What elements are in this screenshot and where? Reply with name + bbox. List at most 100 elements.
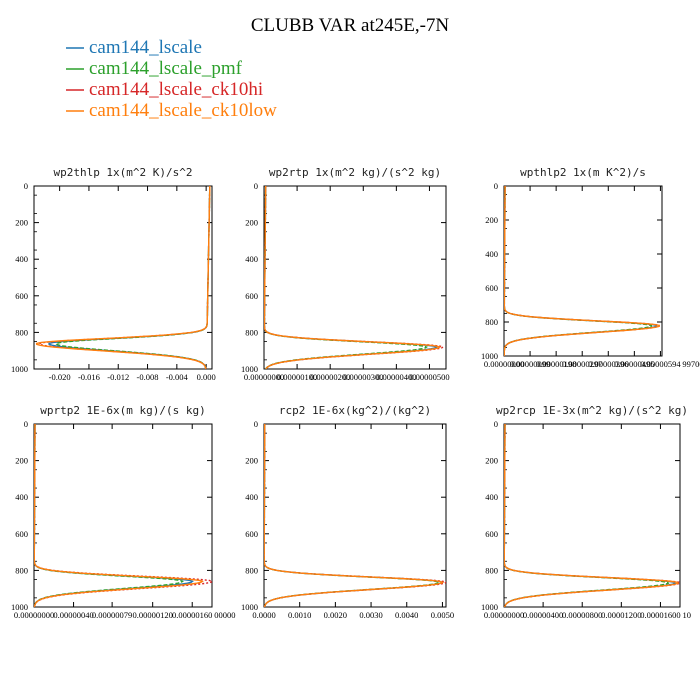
y-tick-label: 200 xyxy=(485,456,498,466)
y-tick-label: 400 xyxy=(485,249,498,259)
panel-title: wpthlp2 1x(m K^2)/s xyxy=(520,166,646,179)
series-line-4 xyxy=(504,424,680,607)
series-line-4 xyxy=(264,424,445,607)
x-tick-label: 0.00000000 xyxy=(484,610,524,620)
x-tick-label-suffix: 00000 xyxy=(214,610,235,620)
y-tick-label: 600 xyxy=(245,529,258,539)
y-tick-label: 400 xyxy=(15,254,28,264)
x-tick-label: -0.004 xyxy=(166,372,189,382)
panel-5: rcp2 1E-6x(kg^2)/(kg^2) 0 200 400 600 800 1000… xyxy=(241,404,454,620)
y-tick-label: 1000 xyxy=(11,602,28,612)
x-tick-label: 0.00000800 xyxy=(562,610,602,620)
legend-label: cam144_lscale_ck10low xyxy=(89,100,277,121)
y-tick-label: 400 xyxy=(245,254,258,264)
plot-frame xyxy=(263,185,447,370)
x-tick-label: 0.00000120 xyxy=(132,610,172,620)
panel-3: wpthlp2 1x(m K^2)/s020040060080010000.00… xyxy=(481,166,700,369)
y-tick-label: 0 xyxy=(494,181,498,191)
series-line-2 xyxy=(264,186,429,369)
y-tick-label: 200 xyxy=(15,218,28,228)
x-tick-label: -0.012 xyxy=(107,372,129,382)
x-tick-label: 0.00000100 xyxy=(277,372,317,382)
y-tick-label: 1000 xyxy=(481,351,498,361)
x-tick-label: 0.00000079 xyxy=(92,610,132,620)
y-tick-label: 1000 xyxy=(11,364,28,374)
panels: wp2thlp 1x(m^2 K)/s^202004006008001000-0… xyxy=(11,166,700,620)
y-tick-label: 600 xyxy=(15,529,28,539)
legend-label: cam144_lscale xyxy=(89,37,202,58)
plot-frame xyxy=(503,185,663,357)
x-tick-label: 0.00000200 xyxy=(310,372,350,382)
x-tick-label: 0.0030 xyxy=(359,610,382,620)
x-tick-label: 0.00000000 xyxy=(484,359,524,369)
series-line-2 xyxy=(34,424,184,607)
figure-title: CLUBB VAR at245E,-7N xyxy=(251,15,450,36)
y-tick-label: 200 xyxy=(485,215,498,225)
y-tick-label: 1000 xyxy=(241,602,258,612)
y-tick-label: 0 xyxy=(254,419,258,429)
x-tick-label: 0.00000400 xyxy=(523,610,563,620)
x-tick-label: 0.00000300 xyxy=(343,372,383,382)
y-tick-label: 1000 xyxy=(241,364,258,374)
x-tick-label: 0.0040 xyxy=(395,610,418,620)
x-tick-label: -0.016 xyxy=(78,372,100,382)
y-tick-label: 1000 xyxy=(481,602,498,612)
y-tick-label: 0 xyxy=(254,181,258,191)
x-tick-label: 0.00000040 xyxy=(53,610,93,620)
x-tick-label: 0.00000297 xyxy=(562,359,602,369)
series-line-3 xyxy=(504,186,660,356)
plot-frame xyxy=(33,185,213,370)
panel-title: wprtp2 1E-6x(m kg)/(s kg) xyxy=(40,404,206,417)
series-line-4 xyxy=(504,186,660,356)
y-tick-label: 0 xyxy=(24,419,28,429)
x-tick-label: 0.00000099 xyxy=(510,359,550,369)
y-tick-label: 400 xyxy=(485,492,498,502)
x-tick-label-suffix: 10 xyxy=(682,610,691,620)
x-tick-label: 0.0050 xyxy=(431,610,454,620)
y-tick-label: 0 xyxy=(494,419,498,429)
y-tick-label: 800 xyxy=(485,317,498,327)
series-line-1 xyxy=(504,186,658,356)
series-line-4 xyxy=(264,186,442,369)
x-tick-label: 0.00000000 xyxy=(14,610,54,620)
series-line-2 xyxy=(55,186,211,369)
panel-6: wp2rcp 1E-3x(m^2 kg)/(s^2 kg) 0 200 400 600 8… xyxy=(481,404,691,620)
y-tick-label: 800 xyxy=(15,565,28,575)
y-tick-label: 600 xyxy=(15,291,28,301)
y-tick-label: 200 xyxy=(245,218,258,228)
series-line-4 xyxy=(34,424,204,607)
y-tick-label: 200 xyxy=(15,456,28,466)
x-tick-label: 0.000 xyxy=(197,372,216,382)
panel-4: wprtp2 1E-6x(m kg)/(s kg) 0 200 400 600 800 10… xyxy=(11,404,235,620)
y-tick-label: 600 xyxy=(245,291,258,301)
x-tick-label: 0.00000000 xyxy=(244,372,284,382)
panel-2: wp2rtp 1x(m^2 kg)/(s^2 kg) 0 200 400 600 800 1… xyxy=(241,166,450,382)
y-tick-label: 200 xyxy=(245,456,258,466)
y-tick-label: 600 xyxy=(485,529,498,539)
x-tick-label: 0.0020 xyxy=(324,610,347,620)
x-tick-label: 0.00000500 xyxy=(409,372,449,382)
y-tick-label: 600 xyxy=(485,283,498,293)
x-tick-label: 0.00000396 xyxy=(588,359,628,369)
x-tick-label: 0.00000198 xyxy=(536,359,576,369)
legend-label: cam144_lscale_pmf xyxy=(89,58,243,79)
x-tick-label-suffix: 997000 xyxy=(682,359,700,369)
x-tick-label: -0.020 xyxy=(49,372,71,382)
y-tick-label: 800 xyxy=(15,327,28,337)
y-tick-label: 400 xyxy=(15,492,28,502)
y-tick-label: 800 xyxy=(245,327,258,337)
legend-label: cam144_lscale_ck10hi xyxy=(89,79,263,100)
x-tick-label: 0.00001200 xyxy=(601,610,641,620)
y-tick-label: 800 xyxy=(485,565,498,575)
x-tick-label: 0.00000594 xyxy=(640,359,681,369)
panel-title: wp2rcp 1E-3x(m^2 kg)/(s^2 kg) xyxy=(496,404,688,417)
panel-1: wp2thlp 1x(m^2 K)/s^2 0 200 400 600 800 1000 -0… xyxy=(11,166,216,382)
panel-title: wp2rtp 1x(m^2 kg)/(s^2 kg) xyxy=(269,166,441,179)
legend: cam144_lscalecam144_lscale_pmfcam144_lsc… xyxy=(66,37,277,121)
y-tick-label: 800 xyxy=(245,565,258,575)
series-line-4 xyxy=(35,186,211,369)
panel-title: wp2thlp 1x(m^2 K)/s^2 xyxy=(53,166,192,179)
x-tick-label: 0.0010 xyxy=(288,610,311,620)
x-tick-label: 0.00000400 xyxy=(376,372,416,382)
